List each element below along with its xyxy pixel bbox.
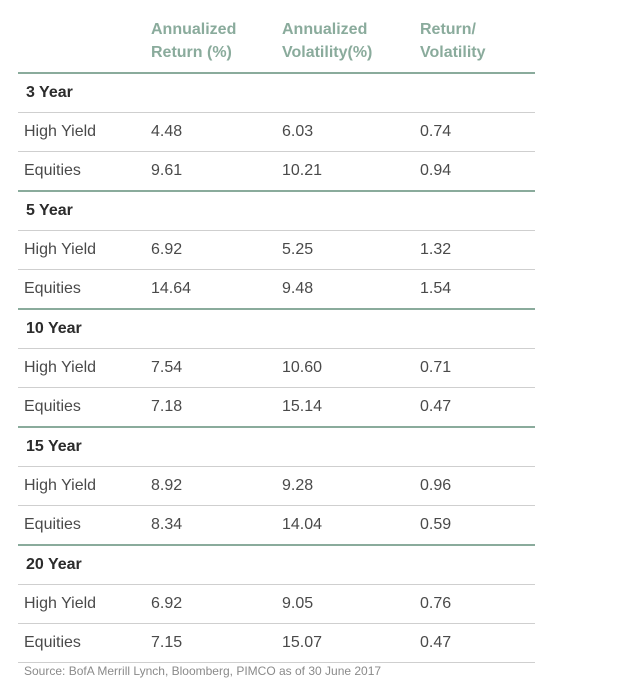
group-label: 15 Year: [26, 438, 82, 455]
table-row: High Yield 8.92 9.28 0.96: [18, 467, 535, 506]
return-cell: 4.48: [151, 123, 183, 140]
returns-table: Annualized Return (%) Annualized Volatil…: [18, 18, 535, 663]
volatility-cell: 9.48: [282, 280, 314, 297]
volatility-cell: 15.14: [282, 398, 323, 415]
volatility-cell: 10.21: [282, 162, 323, 179]
group-label: 20 Year: [26, 556, 82, 573]
table-row: High Yield 4.48 6.03 0.74: [18, 113, 535, 152]
row-name-cell: High Yield: [24, 123, 97, 140]
table-row: Equities 7.18 15.14 0.47: [18, 388, 535, 428]
ratio-cell: 0.94: [420, 162, 452, 179]
group-label: 3 Year: [26, 84, 73, 101]
ratio-cell: 0.76: [420, 595, 452, 612]
table-header: Annualized Return (%) Annualized Volatil…: [18, 18, 535, 74]
ratio-cell: 0.47: [420, 398, 452, 415]
ratio-cell: 0.47: [420, 634, 452, 651]
row-name-cell: Equities: [24, 280, 81, 297]
group-label: 5 Year: [26, 202, 73, 219]
row-name-cell: Equities: [24, 634, 81, 651]
volatility-cell: 5.25: [282, 241, 314, 258]
source-note: Source: BofA Merrill Lynch, Bloomberg, P…: [24, 664, 382, 678]
table-body: 3 Year High Yield 4.48 6.03 0.74 Equities 9.61…: [18, 74, 535, 663]
header-annualized-volatility: Annualized Volatility(%): [282, 21, 373, 61]
return-cell: 6.92: [151, 595, 183, 612]
return-cell: 8.34: [151, 516, 183, 533]
table-row: Equities 8.34 14.04 0.59: [18, 506, 535, 546]
ratio-cell: 1.32: [420, 241, 452, 258]
row-name-cell: Equities: [24, 516, 81, 533]
row-name-cell: High Yield: [24, 241, 97, 258]
row-name-cell: High Yield: [24, 477, 97, 494]
volatility-cell: 15.07: [282, 634, 323, 651]
volatility-cell: 9.05: [282, 595, 314, 612]
table-row: Equities 9.61 10.21 0.94: [18, 152, 535, 192]
group-row: 10 Year: [18, 310, 535, 349]
return-cell: 8.92: [151, 477, 183, 494]
header-return-volatility: Return/ Volatility: [420, 21, 486, 61]
table-row: Equities 7.15 15.07 0.47: [18, 624, 535, 663]
ratio-cell: 0.96: [420, 477, 452, 494]
ratio-cell: 0.59: [420, 516, 452, 533]
return-cell: 14.64: [151, 280, 192, 297]
group-label: 10 Year: [26, 320, 82, 337]
volatility-cell: 14.04: [282, 516, 323, 533]
group-row: 5 Year: [18, 192, 535, 231]
header-annualized-return: Annualized Return (%): [151, 21, 237, 61]
table-row: High Yield 6.92 9.05 0.76: [18, 585, 535, 624]
row-name-cell: High Yield: [24, 359, 97, 376]
table-row: High Yield 6.92 5.25 1.32: [18, 231, 535, 270]
return-cell: 7.18: [151, 398, 183, 415]
ratio-cell: 0.74: [420, 123, 452, 140]
table-row: High Yield 7.54 10.60 0.71: [18, 349, 535, 388]
ratio-cell: 1.54: [420, 280, 452, 297]
return-cell: 7.15: [151, 634, 183, 651]
return-cell: 6.92: [151, 241, 183, 258]
group-row: 20 Year: [18, 546, 535, 585]
group-row: 15 Year: [18, 428, 535, 467]
row-name-cell: High Yield: [24, 595, 97, 612]
return-cell: 9.61: [151, 162, 183, 179]
table-row: Equities 14.64 9.48 1.54: [18, 270, 535, 310]
ratio-cell: 0.71: [420, 359, 452, 376]
group-row: 3 Year: [18, 74, 535, 113]
row-name-cell: Equities: [24, 398, 81, 415]
volatility-cell: 9.28: [282, 477, 314, 494]
volatility-cell: 10.60: [282, 359, 323, 376]
return-cell: 7.54: [151, 359, 183, 376]
volatility-cell: 6.03: [282, 123, 314, 140]
row-name-cell: Equities: [24, 162, 81, 179]
